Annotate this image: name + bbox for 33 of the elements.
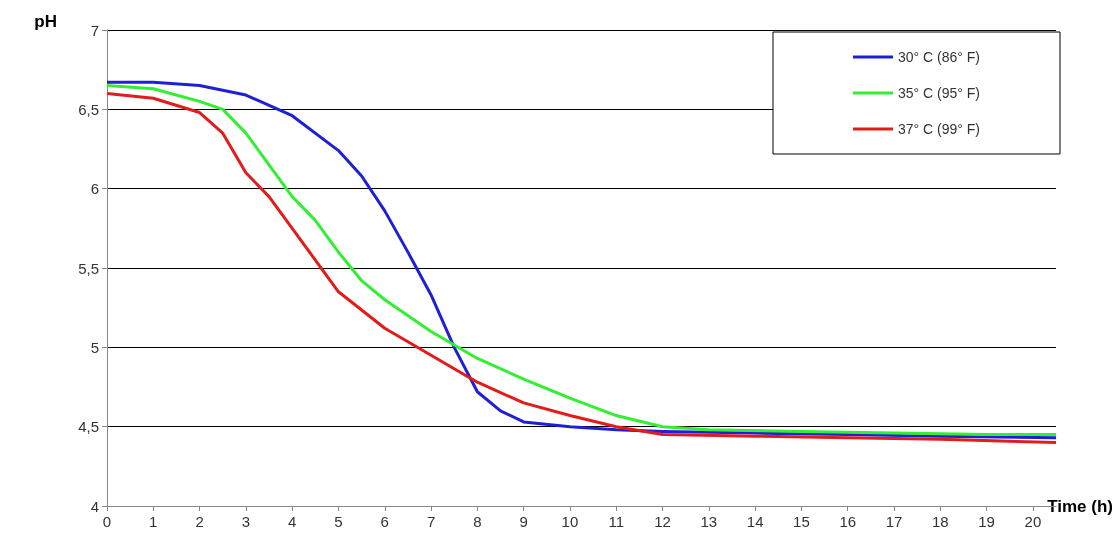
y-tick-label: 5	[90, 338, 99, 356]
y-tick-label: 7	[90, 21, 99, 39]
x-tick-label: 10	[561, 513, 579, 530]
y-tick-label: 5,5	[78, 259, 99, 277]
y-tick-label: 4,5	[78, 418, 99, 436]
y-tick-label: 4	[90, 497, 99, 515]
x-tick-label: 19	[978, 513, 995, 530]
x-tick-label: 15	[793, 513, 810, 530]
x-tick-label: 18	[931, 513, 949, 530]
x-tick-label: 5	[334, 513, 343, 530]
x-tick-label: 2	[195, 513, 204, 530]
x-tick-label: 0	[102, 513, 112, 530]
x-tick-label: 7	[426, 513, 436, 530]
x-tick-label: 20	[1024, 513, 1042, 530]
x-tick-label: 1	[149, 513, 158, 530]
x-tick-label: 6	[380, 513, 389, 530]
x-tick-label: 17	[885, 513, 903, 530]
x-tick-label: 16	[839, 513, 857, 530]
y-axis-title: pH	[34, 12, 57, 31]
x-tick-label: 4	[288, 513, 297, 530]
legend-label: 35° C (95° F)	[898, 85, 980, 101]
legend-label: 37° C (99° F)	[898, 121, 980, 137]
legend-label: 30° C (86° F)	[898, 49, 980, 65]
x-tick-label: 13	[700, 513, 718, 530]
x-tick-label: 9	[519, 513, 528, 530]
x-tick-label: 12	[654, 513, 671, 530]
x-axis-title: Time (h)	[1047, 496, 1113, 516]
y-tick-label: 6,5	[78, 100, 99, 118]
x-tick-label: 11	[608, 513, 625, 530]
x-tick-label: 8	[473, 513, 482, 530]
x-tick-label: 3	[241, 513, 251, 530]
x-tick-label: 14	[746, 513, 764, 530]
y-tick-label: 6	[90, 180, 99, 198]
